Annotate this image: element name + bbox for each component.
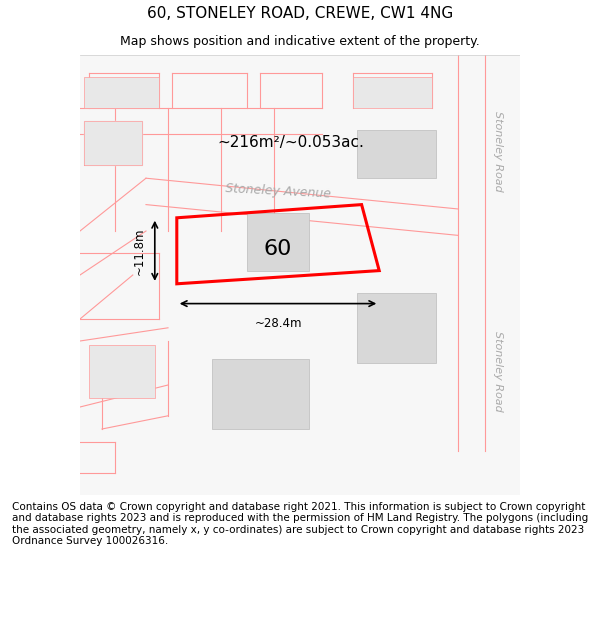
Point [76, 491, 83, 499]
Text: Stoneley Road: Stoneley Road [493, 331, 503, 412]
Polygon shape [85, 121, 142, 165]
Point [76, 487, 83, 494]
Bar [212, 359, 309, 429]
Point [81, 491, 88, 499]
Text: Stoneley Avenue: Stoneley Avenue [225, 182, 331, 201]
Point [81, 487, 88, 494]
Text: 60: 60 [264, 239, 292, 259]
Text: Contains OS data © Crown copyright and database right 2021. This information is : Contains OS data © Crown copyright and d… [12, 501, 588, 546]
Text: 60, STONELEY ROAD, CREWE, CW1 4NG: 60, STONELEY ROAD, CREWE, CW1 4NG [147, 6, 453, 21]
Text: Map shows position and indicative extent of the property.: Map shows position and indicative extent… [120, 35, 480, 48]
Bar [353, 77, 432, 108]
Bar [357, 292, 436, 363]
Text: ~216m²/~0.053ac.: ~216m²/~0.053ac. [218, 136, 365, 151]
Text: ~11.8m: ~11.8m [133, 227, 146, 274]
Bar [85, 77, 159, 108]
Bar [247, 213, 309, 271]
Text: ~28.4m: ~28.4m [254, 317, 302, 330]
Bar [357, 130, 436, 178]
Text: Stoneley Road: Stoneley Road [493, 111, 503, 192]
Bar [89, 346, 155, 398]
